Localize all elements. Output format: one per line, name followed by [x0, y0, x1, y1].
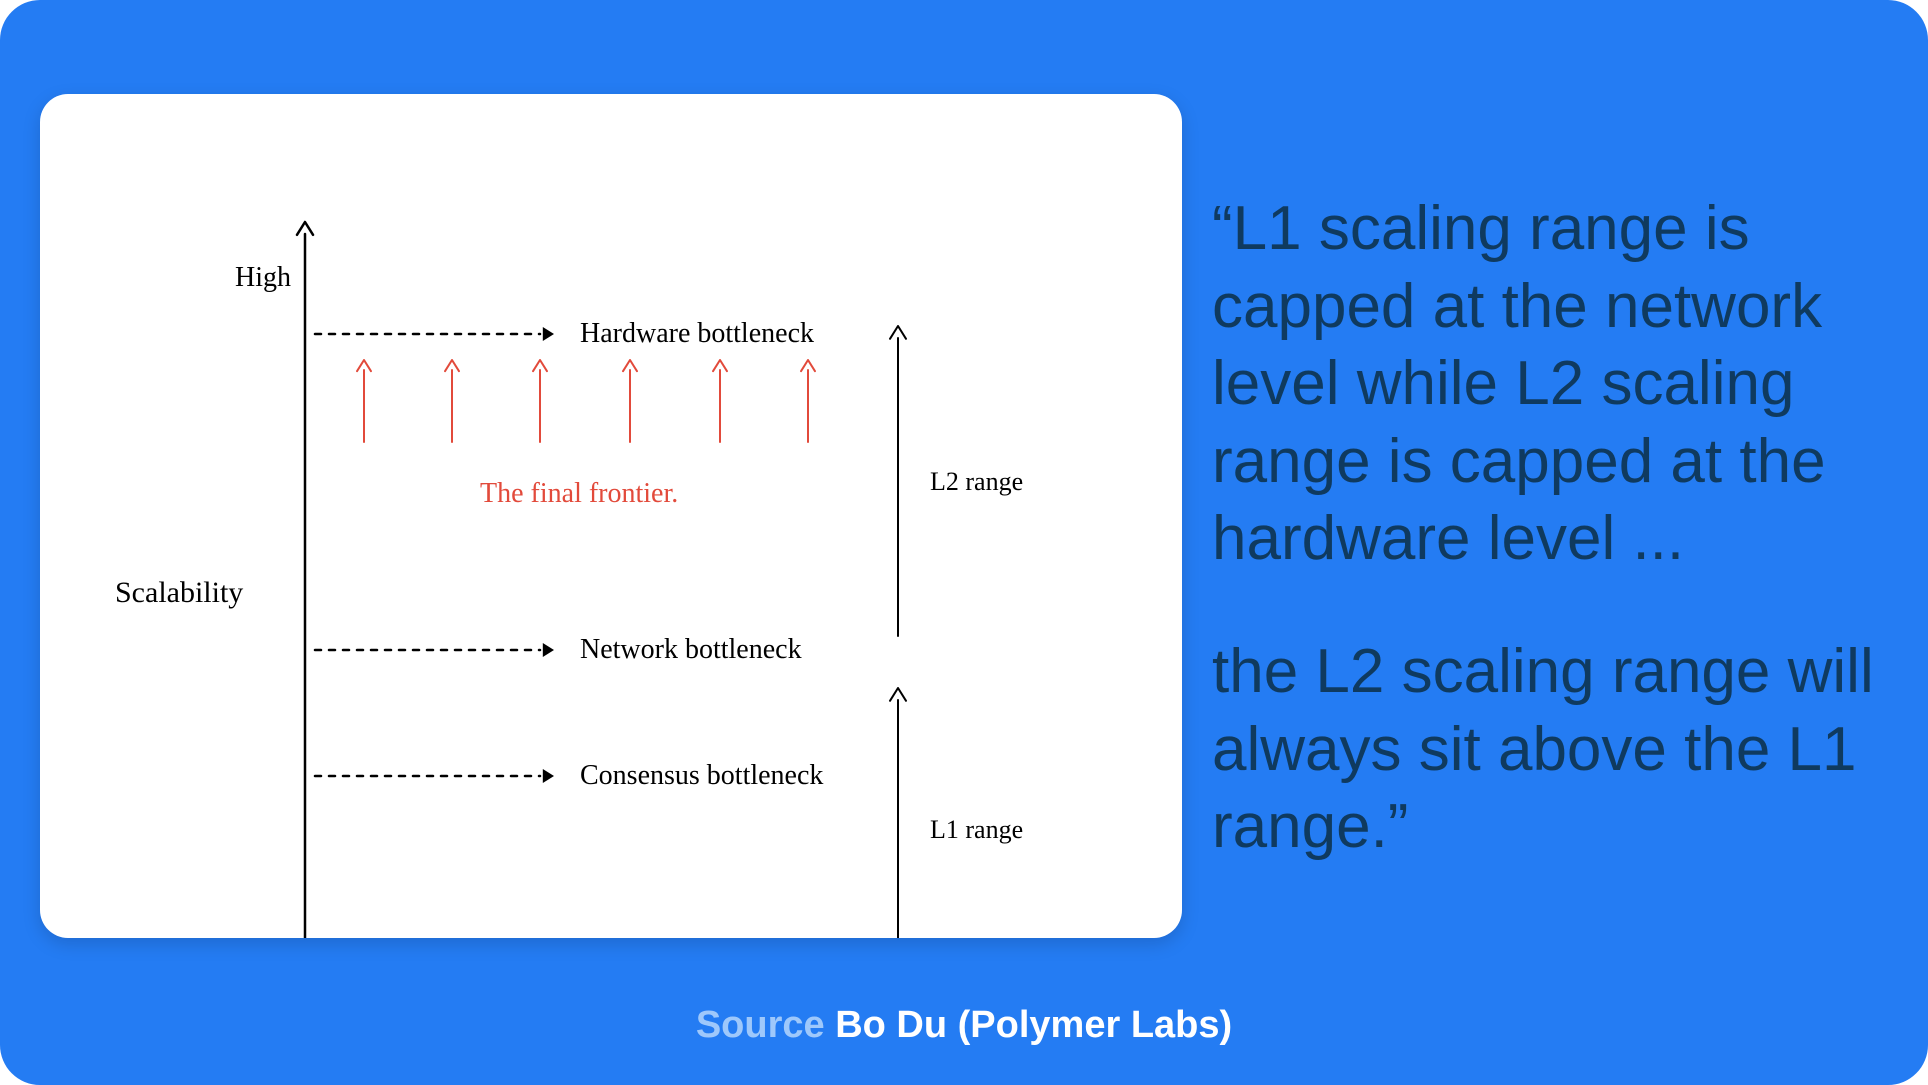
source-line: Source Bo Du (Polymer Labs) — [0, 1004, 1928, 1047]
quote-spacer — [1212, 578, 1892, 634]
svg-text:Scalability: Scalability — [115, 576, 243, 609]
svg-text:The final frontier.: The final frontier. — [480, 478, 678, 509]
source-value: Bo Du (Polymer Labs) — [835, 1004, 1232, 1046]
svg-text:Hardware bottleneck: Hardware bottleneck — [580, 318, 814, 349]
source-label: Source — [696, 1004, 825, 1046]
svg-text:L2 range: L2 range — [930, 467, 1023, 496]
scalability-diagram: Scalability High Low Hardware bottleneck Net… — [40, 94, 1182, 938]
svg-text:Consensus bottleneck: Consensus bottleneck — [580, 760, 823, 791]
svg-text:High: High — [235, 262, 291, 293]
svg-text:L1 range: L1 range — [930, 815, 1023, 844]
slide-root: Scalability High Low Hardware bottleneck Net… — [0, 0, 1928, 1085]
quote-paragraph-1: “L1 scaling range is capped at the netwo… — [1212, 190, 1892, 578]
quote-block: “L1 scaling range is capped at the netwo… — [1212, 190, 1892, 866]
quote-paragraph-2: the L2 scaling range will always sit abo… — [1212, 633, 1892, 866]
diagram-card: Scalability High Low Hardware bottleneck Net… — [40, 94, 1182, 938]
svg-text:Network bottleneck: Network bottleneck — [580, 634, 802, 665]
svg-text:Low: Low — [230, 936, 282, 938]
